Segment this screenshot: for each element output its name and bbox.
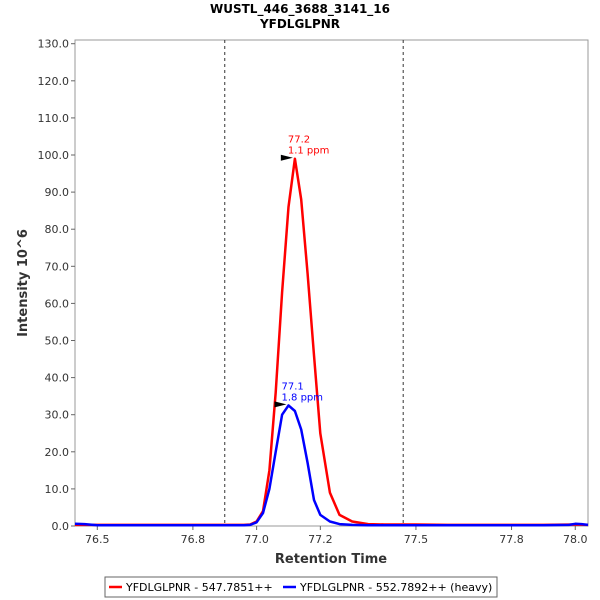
series-line-1 (74, 404, 589, 527)
x-tick-label: 76.5 (85, 533, 110, 546)
peak-marker-arrow (280, 154, 293, 161)
x-tick-label: 77.8 (499, 533, 524, 546)
peak-annotations: 77.21.1 ppm 77.11.8 ppm (274, 135, 329, 408)
legend: YFDLGLPNR - 547.7851++ YFDLGLPNR - 552.7… (104, 576, 498, 598)
y-tick-label: 80.0 (45, 223, 70, 236)
chart-title: WUSTL_446_3688_3141_16 (210, 2, 390, 17)
chart-subtitle: YFDLGLPNR (259, 17, 340, 31)
plot-area (74, 39, 589, 527)
peak-rt-label: 77.2 (288, 135, 310, 146)
x-tick-label: 77.0 (244, 533, 269, 546)
y-tick-label: 20.0 (45, 446, 70, 459)
legend-label-1: YFDLGLPNR - 552.7892++ (heavy) (299, 581, 492, 594)
y-tick-label: 0.0 (52, 520, 70, 533)
peak-ppm-label: 1.1 ppm (288, 146, 330, 157)
peak-ppm-label: 1.8 ppm (281, 392, 323, 403)
y-tick-label: 70.0 (45, 260, 70, 273)
peak-rt-label: 77.1 (281, 381, 303, 392)
series-lines (74, 157, 589, 527)
y-tick-label: 30.0 (45, 409, 70, 422)
y-tick-label: 90.0 (45, 186, 70, 199)
integration-boundaries (224, 40, 404, 526)
y-tick-label: 60.0 (45, 297, 70, 310)
legend-label-0: YFDLGLPNR - 547.7851++ (125, 581, 273, 594)
y-axis: 0.0 10.0 20.0 30.0 40.0 50.0 60.0 70.0 80.0 90.0 1… (38, 38, 75, 533)
x-axis: 76.5 76.8 77.0 77.2 77.5 77.8 78.0 (85, 526, 588, 546)
y-tick-label: 120.0 (38, 75, 70, 88)
x-axis-label: Retention Time (275, 552, 387, 567)
y-tick-label: 100.0 (38, 149, 70, 162)
x-tick-label: 77.5 (404, 533, 429, 546)
y-axis-label: Intensity 10^6 (16, 229, 31, 337)
y-tick-label: 130.0 (38, 38, 70, 51)
y-tick-label: 10.0 (45, 483, 70, 496)
y-tick-label: 50.0 (45, 335, 70, 348)
x-tick-label: 77.2 (308, 533, 333, 546)
y-tick-label: 40.0 (45, 372, 70, 385)
legend-box (104, 576, 498, 598)
x-tick-label: 76.8 (181, 533, 206, 546)
y-tick-label: 110.0 (38, 112, 70, 125)
x-tick-label: 78.0 (563, 533, 588, 546)
peak-marker-arrow (274, 401, 287, 408)
